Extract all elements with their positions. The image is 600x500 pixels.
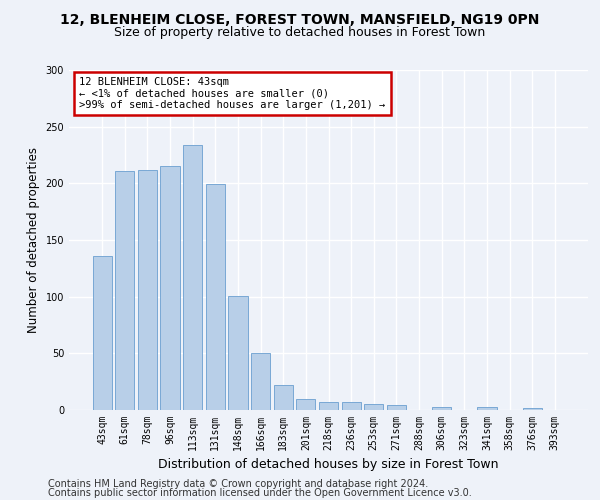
X-axis label: Distribution of detached houses by size in Forest Town: Distribution of detached houses by size … bbox=[158, 458, 499, 471]
Bar bbox=[319, 402, 338, 410]
Bar bbox=[115, 171, 134, 410]
Bar bbox=[160, 166, 180, 410]
Text: Contains HM Land Registry data © Crown copyright and database right 2024.: Contains HM Land Registry data © Crown c… bbox=[48, 479, 428, 489]
Bar bbox=[341, 402, 361, 410]
Bar bbox=[206, 184, 225, 410]
Text: 12 BLENHEIM CLOSE: 43sqm
← <1% of detached houses are smaller (0)
>99% of semi-d: 12 BLENHEIM CLOSE: 43sqm ← <1% of detach… bbox=[79, 77, 386, 110]
Bar bbox=[138, 170, 157, 410]
Bar bbox=[523, 408, 542, 410]
Bar bbox=[364, 404, 383, 410]
Bar bbox=[477, 406, 497, 410]
Bar bbox=[432, 406, 451, 410]
Bar bbox=[183, 145, 202, 410]
Text: Size of property relative to detached houses in Forest Town: Size of property relative to detached ho… bbox=[115, 26, 485, 39]
Text: 12, BLENHEIM CLOSE, FOREST TOWN, MANSFIELD, NG19 0PN: 12, BLENHEIM CLOSE, FOREST TOWN, MANSFIE… bbox=[61, 12, 539, 26]
Y-axis label: Number of detached properties: Number of detached properties bbox=[27, 147, 40, 333]
Bar bbox=[229, 296, 248, 410]
Bar bbox=[296, 398, 316, 410]
Bar bbox=[274, 385, 293, 410]
Bar bbox=[92, 256, 112, 410]
Bar bbox=[251, 354, 270, 410]
Text: Contains public sector information licensed under the Open Government Licence v3: Contains public sector information licen… bbox=[48, 488, 472, 498]
Bar bbox=[387, 406, 406, 410]
